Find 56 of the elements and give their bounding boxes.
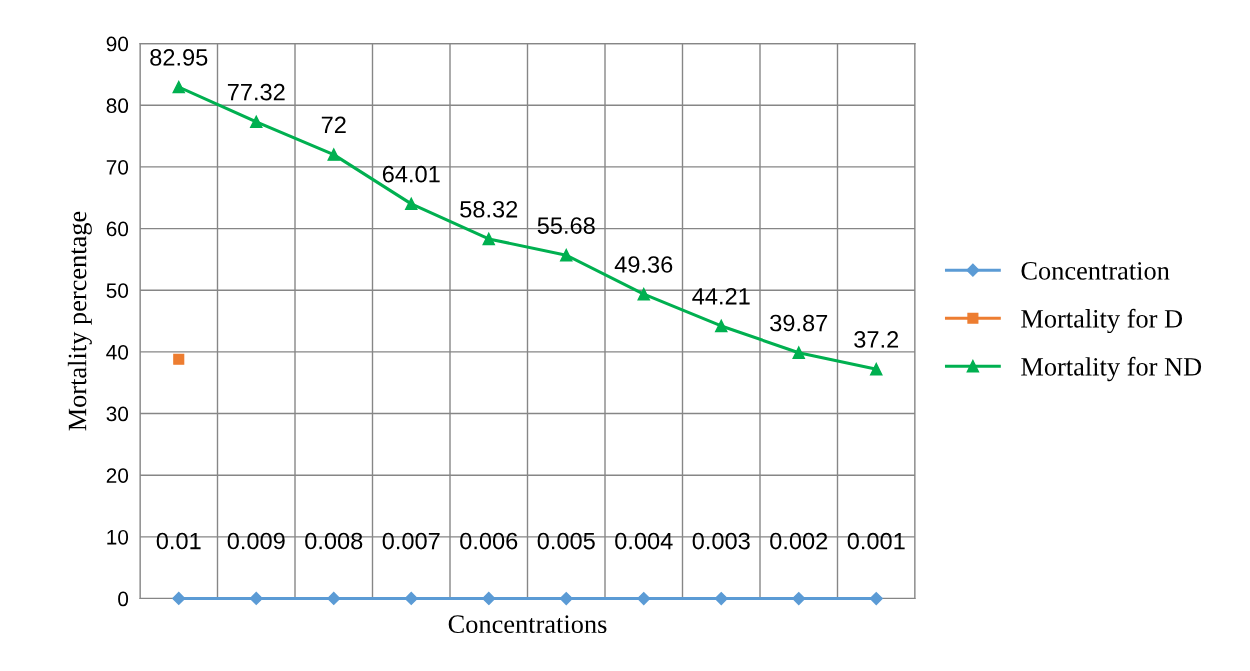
y-tick-label: 40 (106, 344, 129, 360)
x-axis-title: Concentrations (448, 615, 607, 634)
data-label: 72 (321, 116, 346, 134)
y-tick-label: 20 (106, 468, 129, 483)
point (172, 591, 186, 606)
y-tick-label: 60 (106, 221, 129, 237)
point (172, 80, 186, 94)
point (714, 591, 728, 606)
point (327, 591, 341, 606)
y-tick-label: 50 (106, 283, 129, 298)
point (792, 591, 806, 606)
data-label: 82.95 (150, 49, 208, 66)
point (559, 591, 573, 606)
data-label: 0.004 (615, 532, 673, 550)
data-label: 37.2 (854, 331, 899, 348)
point (559, 248, 573, 262)
legend-label: Mortality for D (1021, 308, 1183, 334)
point (482, 591, 496, 606)
point (714, 319, 728, 333)
point (173, 353, 185, 365)
data-label: 58.32 (460, 200, 518, 218)
y-tick-label: 80 (106, 98, 129, 114)
point (249, 591, 263, 606)
y-tick-label: 0 (118, 591, 129, 607)
y-tick-label: 70 (106, 159, 129, 175)
point (637, 287, 651, 301)
legend-label: Mortality for ND (1021, 356, 1202, 382)
y-tick-label: 10 (107, 529, 129, 545)
data-label: 55.68 (537, 217, 595, 234)
data-label: 39.87 (770, 314, 828, 332)
legend-label: Concentration (1021, 262, 1170, 280)
point (869, 591, 883, 606)
point (327, 148, 341, 161)
data-label: 0.008 (305, 532, 363, 550)
point (404, 197, 418, 211)
data-label: 77.32 (227, 83, 285, 101)
data-label: 0.009 (227, 532, 285, 550)
point (637, 591, 651, 606)
point (869, 362, 883, 376)
data-label: 0.005 (537, 532, 595, 550)
y-tick-label: 90 (106, 36, 129, 52)
data-label: 0.001 (847, 532, 905, 550)
point (249, 115, 263, 129)
point (404, 591, 418, 606)
point (482, 232, 496, 246)
point (792, 346, 806, 359)
data-label: 0.007 (382, 532, 440, 550)
data-label: 44.21 (692, 287, 750, 305)
data-label: 0.006 (460, 532, 518, 550)
data-label: 64.01 (382, 165, 440, 183)
data-label: 0.003 (692, 532, 750, 550)
data-label: 0.002 (770, 532, 828, 550)
y-axis-title: Mortality percentage (67, 211, 92, 431)
y-tick-label: 30 (106, 406, 129, 422)
data-label: 49.36 (614, 256, 673, 273)
data-label: 0.01 (156, 532, 201, 550)
